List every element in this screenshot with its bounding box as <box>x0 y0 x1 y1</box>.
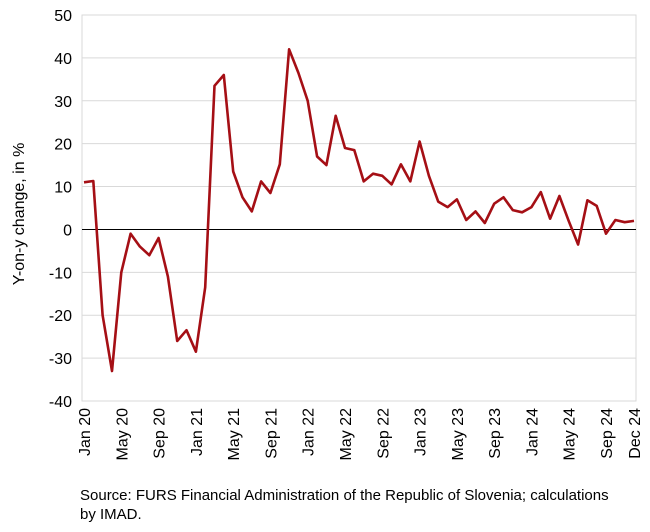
y-tick-label: -40 <box>49 394 72 411</box>
x-tick-label: May 23 <box>450 408 467 461</box>
y-tick-label: 10 <box>54 180 72 197</box>
x-tick-label: Sep 24 <box>599 408 616 459</box>
y-tick-label: 0 <box>63 222 72 239</box>
line-chart: -40 -30 -20 -10 0 10 20 30 40 50 Jan 20 May 20 Sep … <box>11 8 644 461</box>
x-tick-label: May 22 <box>338 408 355 461</box>
y-tick-label: -30 <box>49 351 72 368</box>
y-tick-label: 50 <box>54 8 72 25</box>
x-tick-label: Dec 24 <box>627 408 644 459</box>
x-tick-label: Sep 21 <box>263 408 280 459</box>
y-tick-label: 20 <box>54 137 72 154</box>
gridlines <box>82 14 636 402</box>
x-tick-label: Sep 22 <box>375 408 392 459</box>
series-group <box>83 47 635 373</box>
x-tick-label: Jan 20 <box>77 408 94 456</box>
x-tick-label: Sep 23 <box>487 408 504 459</box>
y-tick-label: -10 <box>49 265 72 282</box>
x-tick-label: Sep 20 <box>152 408 169 459</box>
x-axis-tick-labels: Jan 20 May 20 Sep 20 Jan 21 May 21 Sep 21 Jan … <box>77 408 644 461</box>
y-tick-label: 40 <box>54 51 72 68</box>
y-axis-tick-labels: -40 -30 -20 -10 0 10 20 30 40 50 <box>49 8 72 411</box>
y-tick-label: -20 <box>49 308 72 325</box>
source-note: Source: FURS Financial Administration of… <box>80 487 609 523</box>
x-tick-label: May 24 <box>562 408 579 461</box>
series-line <box>83 47 635 373</box>
x-tick-label: Jan 22 <box>301 408 318 456</box>
x-tick-label: Jan 24 <box>524 408 541 456</box>
x-tick-label: May 21 <box>226 408 243 461</box>
y-tick-label: 30 <box>54 94 72 111</box>
x-tick-label: Jan 23 <box>413 408 430 456</box>
x-tick-label: Jan 21 <box>189 408 206 456</box>
y-axis-label: Y-on-y change, in % <box>11 143 28 286</box>
x-tick-label: May 20 <box>114 408 131 461</box>
plot-area-frame <box>81 14 637 402</box>
